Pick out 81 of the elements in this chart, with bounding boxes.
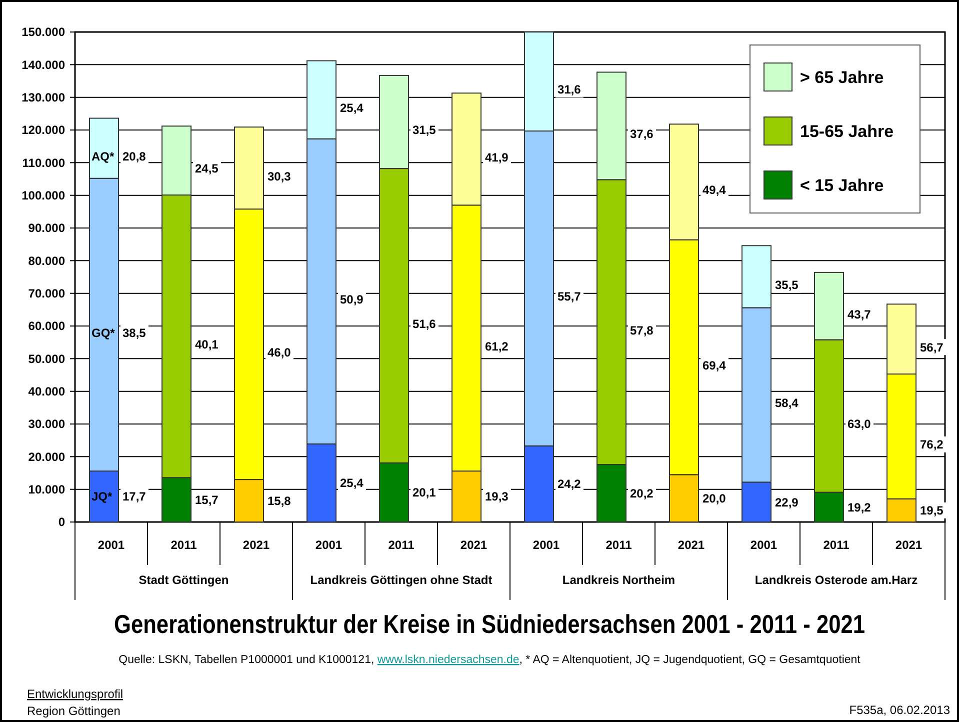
annotation: 43,7 [848,307,872,322]
annotation: 38,5 [122,326,146,340]
y-tick-label: 90.000 [28,221,66,236]
legend-label: 15-65 Jahre [800,122,894,141]
y-tick-label: 0 [58,515,66,530]
annotation: 51,6 [412,316,436,331]
text: Stadt Göttingen [138,573,229,587]
annotation: 20,2 [630,486,654,500]
x-tick-label: 2011 [606,538,632,552]
text: F535a, 06.02.2013 [849,703,950,717]
x-tick-label: 2011 [170,538,198,552]
text: Generationenstruktur der Kreise in Südniedersachsen 2001 - 2011 - 2021 [114,610,866,640]
annotation: 49,4 [702,183,726,198]
x-tick-label: 2011 [388,538,415,552]
annotation: 61,2 [485,339,509,354]
y-tick-label: 130.000 [22,90,66,105]
annotation: 30,3 [268,169,292,184]
annotation: 19,5 [920,504,944,518]
annotation: 24,5 [195,162,219,176]
annotation: 55,7 [558,290,582,304]
x-tick-label: 2021 [242,538,270,552]
text: , * AQ = Altenquotient, JQ = Jugendquotient, GQ = Gesamtquotient [519,654,862,666]
annotation: 20,8 [122,149,146,164]
annotation: GQ* [92,326,116,340]
annotation: 20,1 [412,486,436,500]
annotation: 58,4 [775,396,799,410]
annotation: 19,3 [485,490,509,504]
annotation: 35,5 [775,278,799,292]
annotation: 40,1 [195,337,219,352]
annotation: 15,8 [268,494,292,508]
x-tick-label: 2001 [750,538,778,552]
text: www.lskn.niedersachsen.de [376,654,520,666]
text: Landkreis Northeim [562,573,676,587]
y-tick-label: 30.000 [28,417,66,432]
annotation: 31,6 [558,82,582,97]
y-tick-label: 40.000 [28,384,66,399]
annotation: AQ* [92,149,114,164]
y-tick-label: 60.000 [28,319,66,334]
y-tick-label: 150.000 [22,25,66,40]
source-note: Quelle: LSKN, Tabellen P1000001 und K1000121, [118,654,378,666]
text: Region Göttingen [27,704,120,718]
y-tick-label: 50.000 [28,352,66,366]
y-tick-label: 70.000 [28,286,66,301]
y-tick-label: 120.000 [22,123,66,138]
annotation: JQ* [92,490,113,504]
x-tick-label: 2001 [315,538,342,552]
y-tick-label: 80.000 [28,254,66,268]
annotation: 19,2 [848,500,872,514]
x-tick-label: 2001 [532,538,560,552]
annotation: 41,9 [485,150,509,164]
annotation: 69,4 [702,358,726,372]
text: Entwicklungsprofil [27,687,124,701]
y-tick-label: 110.000 [22,156,66,170]
x-tick-label: 2011 [823,538,850,552]
annotation: 57,8 [630,323,654,338]
x-tick-label: 2021 [895,538,922,552]
y-tick-label: 20.000 [28,450,66,464]
annotation: 63,0 [848,417,872,432]
annotation: 25,4 [340,100,364,115]
x-tick-label: 2001 [98,538,125,552]
y-tick-label: 140.000 [22,58,66,72]
annotation: 15,7 [195,492,219,507]
text: Landkreis Osterode am.Harz [754,573,918,587]
annotation: 76,2 [920,438,944,452]
annotation: 56,7 [920,340,944,354]
y-tick-label: 10.000 [28,482,66,497]
y-tick-label: 100.000 [22,188,66,203]
annotation: 22,9 [775,495,799,510]
legend-label: > 65 Jahre [800,68,884,87]
annotation: 37,6 [630,127,654,142]
x-tick-label: 2021 [678,538,705,552]
annotation: 20,0 [702,492,726,506]
annotation: 24,2 [558,477,582,492]
annotation: 17,7 [122,490,146,504]
annotation: 31,5 [412,123,436,138]
x-tick-label: 2021 [460,538,488,552]
legend-label: < 15 Jahre [800,176,884,195]
annotation: 25,4 [340,476,364,490]
text: Landkreis Göttingen ohne Stadt [310,573,492,587]
annotation: 46,0 [268,345,292,360]
annotation: 50,9 [340,292,364,307]
